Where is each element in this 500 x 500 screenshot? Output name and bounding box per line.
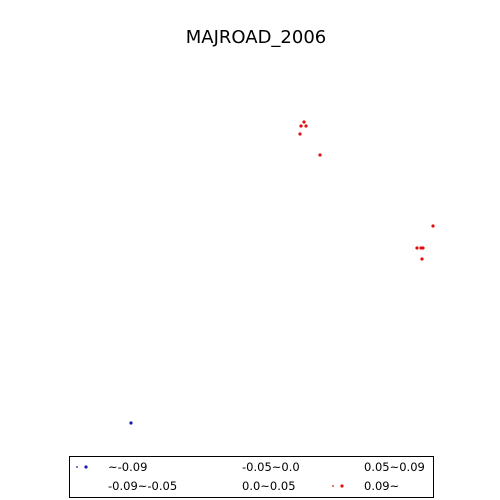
legend-marker xyxy=(84,465,88,469)
map-point xyxy=(431,224,435,228)
legend-label: -0.05~0.0 xyxy=(242,460,300,474)
map-point xyxy=(304,124,308,128)
points-layer xyxy=(129,120,435,425)
map-point xyxy=(299,124,303,128)
legend-entries: ~-0.09 -0.09~-0.05 -0.05~0.0 0.0~0.05 0.05~0… xyxy=(76,460,425,493)
legend-marker xyxy=(76,466,78,468)
map-point xyxy=(420,257,424,261)
legend-item: 0.09~ xyxy=(332,479,399,493)
map-point xyxy=(421,246,425,250)
legend-item: 0.05~0.09 xyxy=(364,460,425,474)
legend-item: -0.05~0.0 xyxy=(242,460,300,474)
map-point xyxy=(129,421,133,425)
map-point xyxy=(415,246,419,250)
legend-label: 0.09~ xyxy=(364,479,399,493)
map-point xyxy=(298,132,302,136)
legend-marker xyxy=(340,484,344,488)
legend-label: ~-0.09 xyxy=(108,460,147,474)
map-point xyxy=(302,120,306,124)
legend-label: 0.0~0.05 xyxy=(242,479,296,493)
map-title: MAJROAD_2006 xyxy=(186,27,327,48)
legend-marker xyxy=(332,485,334,487)
legend-item: ~-0.09 xyxy=(76,460,147,474)
legend-item: -0.09~-0.05 xyxy=(108,479,177,493)
legend-label: -0.09~-0.05 xyxy=(108,479,177,493)
legend-frame xyxy=(69,456,434,498)
legend-item: 0.0~0.05 xyxy=(242,479,296,493)
legend-label: 0.05~0.09 xyxy=(364,460,425,474)
map-point xyxy=(318,153,322,157)
legend: ~-0.09 -0.09~-0.05 -0.05~0.0 0.0~0.05 0.05~0… xyxy=(69,456,434,498)
